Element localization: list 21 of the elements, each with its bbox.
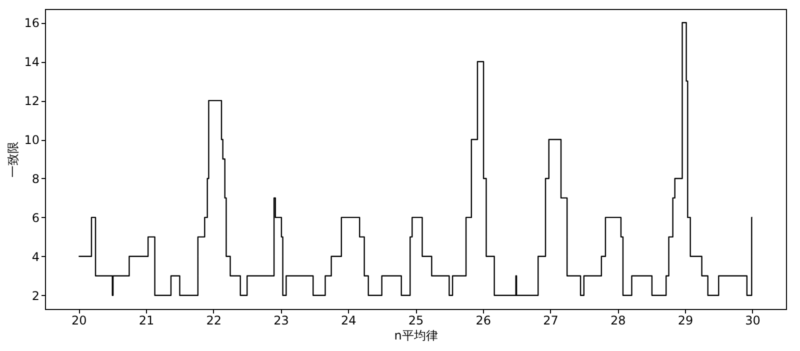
x-tick-label: 29 [678, 314, 694, 328]
y-tick-label: 16 [24, 16, 40, 30]
y-tick-label: 6 [32, 210, 40, 225]
x-tick-label: 20 [72, 314, 87, 328]
x-tick-label: 21 [138, 314, 154, 328]
y-tick-label: 12 [24, 94, 40, 108]
x-tick-label: 28 [610, 314, 626, 328]
x-tick-label: 30 [745, 314, 760, 328]
y-tick-label: 8 [32, 172, 40, 186]
x-axis-title: n平均律 [394, 328, 438, 342]
y-tick-label: 4 [32, 250, 40, 264]
x-tick-label: 24 [340, 314, 356, 328]
x-tick-label: 23 [274, 314, 289, 328]
y-tick-label: 14 [24, 55, 40, 70]
y-tick-label: 2 [32, 288, 40, 303]
x-tick-label: 27 [543, 314, 558, 328]
y-axis-title: 一致限 [6, 142, 20, 178]
x-tick-label: 22 [206, 314, 222, 328]
y-tick-label: 10 [24, 133, 40, 148]
x-tick-label: 25 [408, 314, 424, 328]
x-tick-label: 26 [476, 314, 492, 328]
